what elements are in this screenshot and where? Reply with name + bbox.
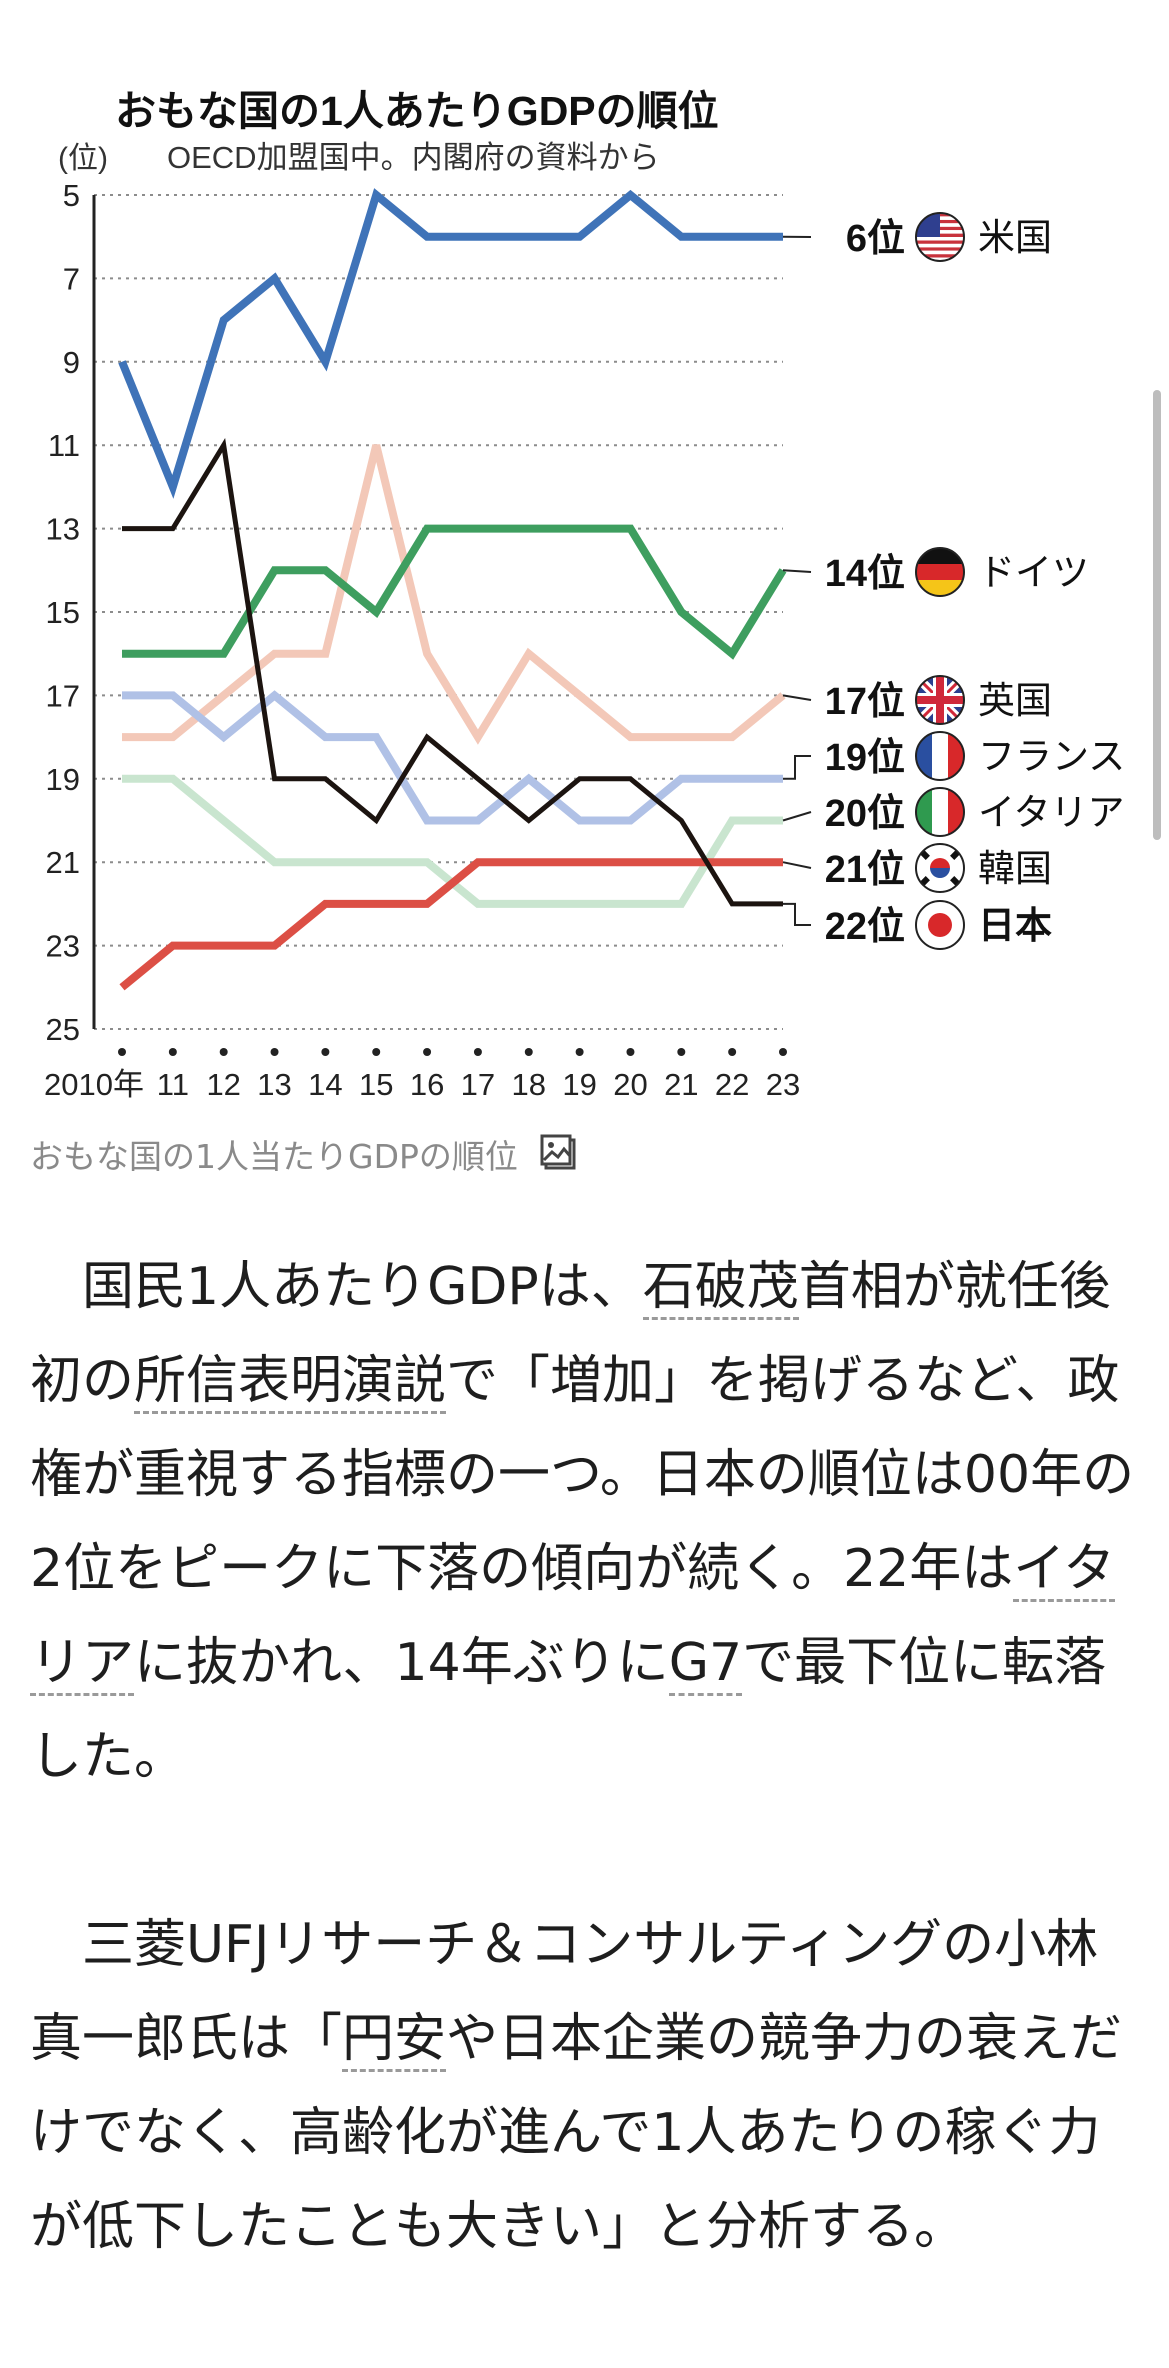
y-tick-label: 9	[63, 345, 80, 380]
x-tick-label: 21	[664, 1067, 698, 1102]
x-tick-label: 16	[410, 1067, 444, 1102]
article-text: 国民1人あたりGDPは、	[82, 1257, 643, 1317]
france-flag-icon	[916, 732, 964, 780]
article-body: 国民1人あたりGDPは、石破茂首相が就任後初の所信表明演説で「増加」を掲げるなど…	[30, 1240, 1140, 2368]
x-tick-dot	[474, 1048, 482, 1056]
x-tick-dot	[271, 1048, 279, 1056]
x-tick-label: 22	[715, 1067, 749, 1102]
series-line-韓国	[122, 862, 783, 987]
series-rank-label: 19位	[825, 737, 905, 779]
x-tick-dot	[779, 1048, 787, 1056]
x-tick-label: 2010年	[44, 1067, 144, 1102]
italy-flag-icon	[916, 788, 964, 836]
x-tick-dot	[220, 1048, 228, 1056]
x-tick-label: 17	[461, 1067, 495, 1102]
y-tick-label: 13	[46, 512, 80, 547]
korea-flag-icon	[916, 844, 964, 892]
series-name-label: 日本	[978, 905, 1052, 946]
x-tick-dot	[372, 1048, 380, 1056]
series-line-英国	[122, 445, 783, 737]
x-tick-label: 18	[512, 1067, 546, 1102]
series-name-label: 英国	[978, 680, 1052, 721]
x-tick-dot	[169, 1048, 177, 1056]
y-axis-unit: (位)	[58, 142, 108, 175]
keyword-link[interactable]: 石破茂	[643, 1257, 799, 1320]
chart-title: おもな国の1人あたりGDPの順位	[115, 88, 719, 134]
x-tick-dot	[576, 1048, 584, 1056]
y-tick-label: 25	[46, 1012, 80, 1047]
x-tick-dot	[423, 1048, 431, 1056]
x-tick-label: 20	[613, 1067, 647, 1102]
keyword-link[interactable]: 所信表明演説	[134, 1351, 446, 1414]
series-name-label: 韓国	[978, 848, 1052, 889]
series-rank-label: 6位	[846, 218, 905, 260]
us-flag-icon	[916, 213, 964, 261]
x-tick-dot	[525, 1048, 533, 1056]
x-tick-label: 15	[359, 1067, 393, 1102]
keyword-link[interactable]: G7	[669, 1633, 742, 1696]
japan-flag-icon	[916, 901, 964, 949]
series-line-米国	[122, 195, 783, 487]
x-tick-dot	[626, 1048, 634, 1056]
y-tick-label: 15	[46, 595, 80, 630]
label-connector	[783, 904, 811, 925]
article-paragraph-2: 三菱UFJリサーチ＆コンサルティングの小林真一郎氏は「円安や日本企業の競争力の衰…	[30, 1898, 1140, 2274]
article-paragraph-1: 国民1人あたりGDPは、石破茂首相が就任後初の所信表明演説で「増加」を掲げるなど…	[30, 1240, 1140, 1804]
y-tick-label: 11	[48, 428, 80, 463]
series-rank-label: 22位	[825, 906, 905, 948]
x-tick-label: 12	[206, 1067, 240, 1102]
article-text: に抜かれ、14年ぶりに	[134, 1633, 669, 1693]
series-name-label: イタリア	[978, 792, 1125, 833]
label-connector	[783, 862, 811, 868]
chart-caption[interactable]: おもな国の1人当たりGDPの順位	[30, 1130, 580, 1178]
gdp-ranking-chart: おもな国の1人あたりGDPの順位 OECD加盟国中。内閣府の資料から (位)5 7 9 1…	[0, 0, 1169, 1110]
series-rank-label: 17位	[825, 681, 905, 723]
x-tick-dot	[118, 1048, 126, 1056]
series-name-label: ドイツ	[978, 552, 1089, 593]
y-tick-label: 7	[63, 261, 80, 296]
series-line-日本	[122, 445, 783, 904]
label-connector	[783, 695, 811, 700]
series-name-label: 米国	[978, 217, 1052, 258]
x-tick-label: 11	[157, 1067, 189, 1102]
x-tick-label: 13	[257, 1067, 291, 1102]
x-tick-dot	[677, 1048, 685, 1056]
x-tick-dot	[728, 1048, 736, 1056]
chart-subtitle: OECD加盟国中。内閣府の資料から	[167, 140, 660, 175]
uk-flag-icon	[916, 676, 964, 724]
y-tick-label: 17	[46, 678, 80, 713]
series-line-ドイツ	[122, 529, 783, 654]
y-tick-label: 21	[46, 845, 80, 880]
label-connector	[783, 570, 811, 572]
series-rank-label: 14位	[825, 553, 905, 595]
germany-flag-icon	[916, 548, 964, 596]
y-tick-label: 5	[63, 178, 80, 213]
x-tick-label: 19	[562, 1067, 596, 1102]
scrollbar[interactable]	[1153, 390, 1161, 840]
image-icon[interactable]	[540, 1134, 580, 1174]
keyword-link[interactable]: 円安	[342, 2009, 446, 2072]
y-tick-label: 19	[46, 762, 80, 797]
x-tick-label: 23	[766, 1067, 800, 1102]
label-connector	[783, 756, 811, 779]
series-rank-label: 21位	[825, 849, 905, 891]
y-tick-label: 23	[46, 929, 80, 964]
caption-text: おもな国の1人当たりGDPの順位	[30, 1130, 518, 1178]
label-connector	[783, 812, 811, 821]
series-name-label: フランス	[978, 736, 1125, 777]
series-rank-label: 20位	[825, 793, 905, 835]
x-tick-label: 14	[308, 1067, 342, 1102]
x-tick-dot	[321, 1048, 329, 1056]
